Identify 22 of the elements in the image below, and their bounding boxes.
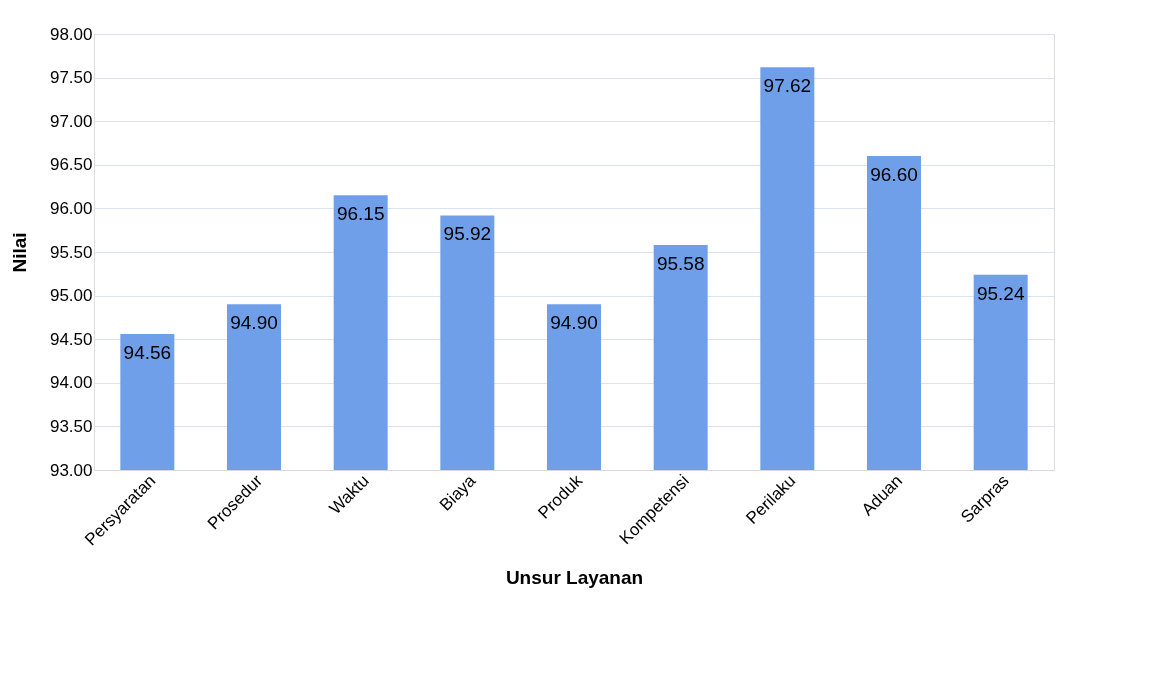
data-label: 96.15 (336, 203, 385, 225)
y-tick-label: 97.00 (49, 111, 93, 131)
x-axis-title: Unsur Layanan (505, 566, 644, 588)
y-tick-label: 93.00 (49, 460, 93, 480)
y-tick-label: 93.50 (49, 416, 93, 436)
data-label: 95.58 (656, 253, 705, 275)
y-tick-label: 94.00 (49, 373, 93, 393)
y-tick-label: 95.00 (49, 286, 93, 306)
data-label: 96.60 (870, 164, 918, 186)
y-tick-label: 98.00 (49, 24, 93, 44)
data-label: 94.56 (123, 341, 172, 363)
data-label: 94.90 (550, 312, 598, 334)
data-label: 94.90 (230, 312, 278, 334)
y-tick-label: 96.00 (49, 198, 93, 218)
data-label: 95.24 (976, 282, 1025, 304)
y-axis-title: Nilai (8, 232, 30, 273)
y-tick-label: 96.50 (49, 155, 93, 175)
y-tick-label: 97.50 (49, 68, 93, 88)
data-label: 95.92 (443, 223, 492, 245)
data-label: 97.62 (763, 75, 812, 97)
y-tick-label: 94.50 (49, 329, 93, 349)
y-tick-label: 95.50 (49, 242, 93, 262)
